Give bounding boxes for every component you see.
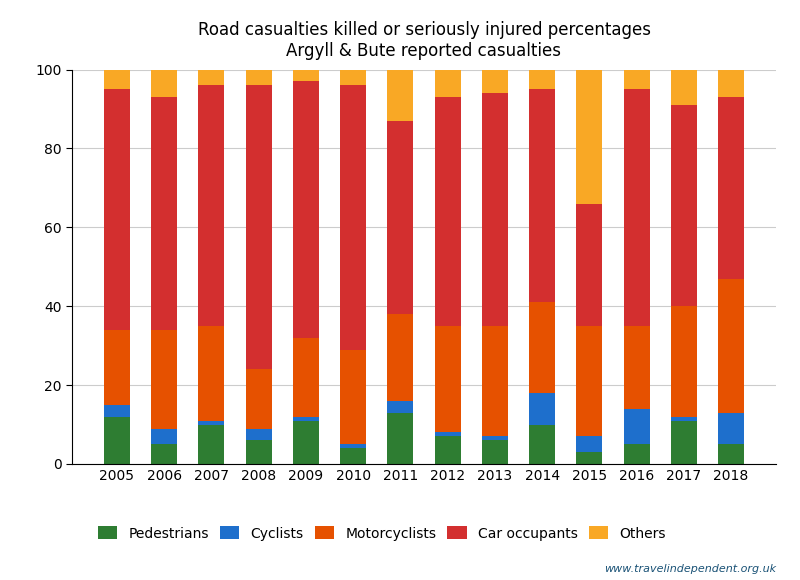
Bar bbox=[246, 70, 272, 85]
Bar bbox=[151, 429, 178, 444]
Bar bbox=[387, 70, 414, 121]
Legend: Pedestrians, Cyclists, Motorcyclists, Car occupants, Others: Pedestrians, Cyclists, Motorcyclists, Ca… bbox=[98, 526, 666, 541]
Text: www.travelindependent.org.uk: www.travelindependent.org.uk bbox=[604, 564, 776, 574]
Bar bbox=[623, 409, 650, 444]
Bar bbox=[104, 330, 130, 405]
Bar bbox=[434, 66, 461, 97]
Bar bbox=[718, 278, 744, 413]
Bar bbox=[293, 81, 319, 338]
Bar bbox=[718, 70, 744, 97]
Bar bbox=[293, 420, 319, 464]
Bar bbox=[340, 448, 366, 464]
Bar bbox=[529, 70, 555, 89]
Bar bbox=[576, 204, 602, 326]
Bar bbox=[198, 420, 225, 425]
Bar bbox=[151, 97, 178, 330]
Bar bbox=[151, 444, 178, 464]
Bar bbox=[104, 416, 130, 464]
Bar bbox=[576, 70, 602, 204]
Bar bbox=[482, 436, 508, 440]
Bar bbox=[387, 401, 414, 413]
Bar bbox=[482, 326, 508, 436]
Bar bbox=[198, 425, 225, 464]
Bar bbox=[670, 70, 697, 105]
Bar bbox=[482, 61, 508, 93]
Bar bbox=[529, 393, 555, 425]
Bar bbox=[246, 85, 272, 369]
Bar bbox=[246, 440, 272, 464]
Bar bbox=[387, 314, 414, 401]
Bar bbox=[623, 70, 650, 89]
Bar bbox=[718, 97, 744, 278]
Bar bbox=[623, 326, 650, 409]
Bar bbox=[151, 70, 178, 97]
Bar bbox=[576, 326, 602, 436]
Bar bbox=[198, 61, 225, 85]
Bar bbox=[576, 436, 602, 452]
Bar bbox=[151, 330, 178, 429]
Bar bbox=[387, 121, 414, 314]
Bar bbox=[434, 326, 461, 433]
Bar bbox=[670, 420, 697, 464]
Bar bbox=[293, 338, 319, 416]
Bar bbox=[623, 89, 650, 326]
Bar bbox=[670, 306, 697, 416]
Bar bbox=[718, 444, 744, 464]
Bar bbox=[482, 440, 508, 464]
Bar bbox=[529, 89, 555, 302]
Bar bbox=[529, 425, 555, 464]
Bar bbox=[198, 85, 225, 326]
Bar bbox=[104, 89, 130, 330]
Bar bbox=[340, 66, 366, 85]
Bar bbox=[434, 436, 461, 464]
Bar bbox=[718, 413, 744, 444]
Bar bbox=[529, 302, 555, 393]
Bar bbox=[293, 70, 319, 81]
Bar bbox=[434, 97, 461, 326]
Bar bbox=[104, 405, 130, 416]
Bar bbox=[482, 93, 508, 326]
Bar bbox=[576, 452, 602, 464]
Bar bbox=[246, 369, 272, 429]
Bar bbox=[198, 326, 225, 420]
Bar bbox=[340, 444, 366, 448]
Bar bbox=[623, 444, 650, 464]
Bar bbox=[387, 413, 414, 464]
Bar bbox=[340, 350, 366, 444]
Bar bbox=[434, 433, 461, 436]
Bar bbox=[104, 70, 130, 89]
Bar bbox=[670, 416, 697, 420]
Bar bbox=[670, 105, 697, 306]
Bar bbox=[293, 416, 319, 420]
Title: Road casualties killed or seriously injured percentages
Argyll & Bute reported c: Road casualties killed or seriously inju… bbox=[198, 21, 650, 60]
Bar bbox=[340, 85, 366, 350]
Bar bbox=[246, 429, 272, 440]
